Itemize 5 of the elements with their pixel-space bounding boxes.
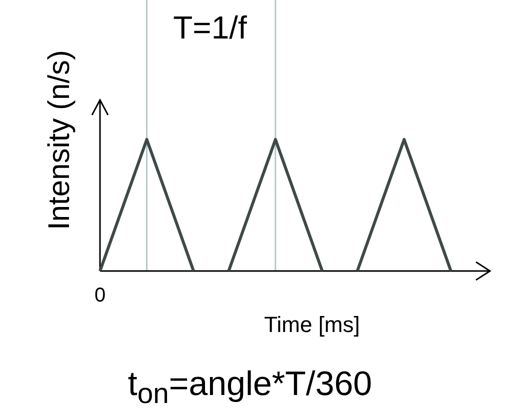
text: 0 xyxy=(94,284,106,308)
y-axis-title: Intensity (n/s) xyxy=(43,50,77,230)
text: t$_{on}$=angle*T/360 xyxy=(128,365,372,411)
x-axis-title: Time [ms] xyxy=(264,312,360,338)
text: T=1/f xyxy=(173,10,247,46)
